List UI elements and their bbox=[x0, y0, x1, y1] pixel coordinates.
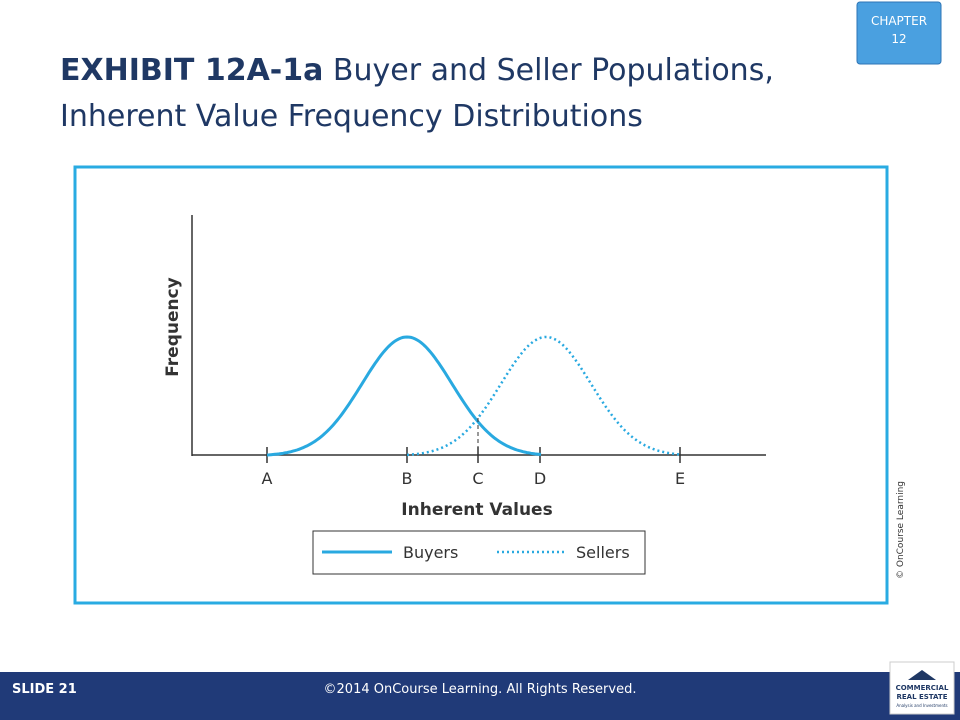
title-line2: Inherent Value Frequency Distributions bbox=[60, 99, 643, 134]
chapter-number: 12 bbox=[891, 32, 906, 46]
y-axis-label: Frequency bbox=[163, 277, 183, 377]
logo-icon bbox=[908, 670, 936, 680]
logo-line2: REAL ESTATE bbox=[897, 693, 948, 701]
credit: © OnCourse Learning bbox=[896, 481, 906, 579]
figure-frame bbox=[73, 165, 889, 605]
sellers-curve bbox=[406, 335, 682, 457]
copyright: ©2014 OnCourse Learning. All Rights Rese… bbox=[324, 682, 637, 697]
logo-line1: COMMERCIAL bbox=[896, 684, 949, 692]
x-tick-label: E bbox=[675, 469, 685, 488]
x-tick-label: D bbox=[534, 469, 546, 488]
legend-sellers: Sellers bbox=[576, 543, 630, 562]
legend-buyers: Buyers bbox=[403, 543, 458, 562]
title-text: Buyer and Seller Populations, bbox=[333, 53, 774, 88]
title-line1: EXHIBIT 12A-1a Buyer and Seller Populati… bbox=[60, 53, 774, 88]
footer-bar bbox=[0, 672, 960, 720]
chapter-badge bbox=[856, 1, 942, 65]
buyers-curve bbox=[266, 335, 542, 457]
slide-number: SLIDE 21 bbox=[12, 682, 77, 697]
x-tick-label: A bbox=[262, 469, 273, 488]
x-axis-label: Inherent Values bbox=[401, 500, 552, 520]
chapter-label: CHAPTER bbox=[871, 14, 927, 28]
logo-line3: Analysis and Investments bbox=[896, 703, 947, 708]
x-tick-label: B bbox=[402, 469, 413, 488]
x-tick-label: C bbox=[472, 469, 483, 488]
exhibit: EXHIBIT 12A-1a bbox=[60, 53, 323, 88]
